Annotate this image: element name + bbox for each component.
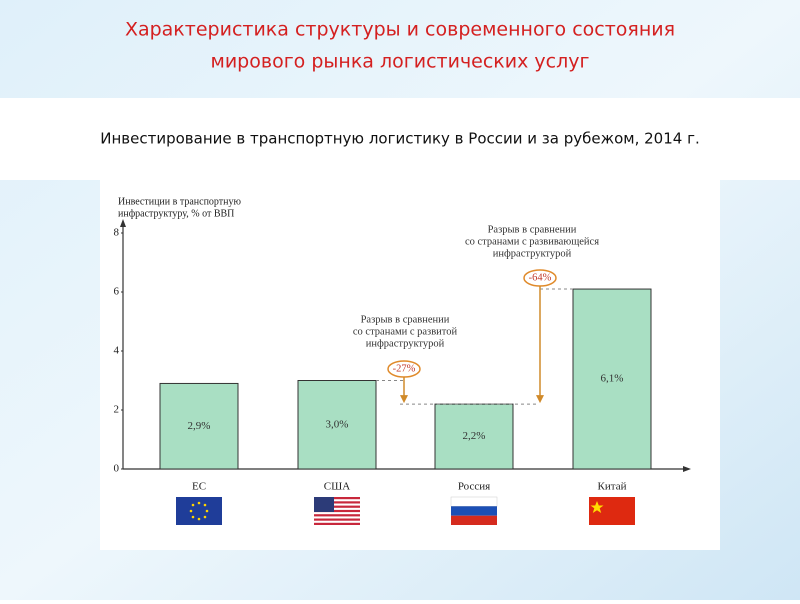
slide-title: Характеристика структуры и современного … — [125, 19, 675, 41]
flag-eu — [176, 497, 222, 525]
flag-usa — [314, 497, 360, 525]
chart-title: Инвестирование в транспортную логистику … — [100, 130, 699, 148]
x-tick-label: Россия — [458, 481, 490, 493]
gap-label: -64% — [529, 272, 552, 283]
value-label: 2,9% — [188, 420, 211, 432]
y-axis-label: Инвестиции в транспортную — [118, 196, 242, 207]
value-label: 2,2% — [463, 430, 486, 442]
x-tick-label: ЕС — [192, 481, 206, 493]
value-label: 3,0% — [326, 418, 349, 430]
annotation-text: инфраструктурой — [366, 338, 445, 349]
annotation-text: со странами с развитой — [353, 326, 458, 337]
flag-russia — [450, 496, 498, 525]
y-axis-arrow — [120, 219, 126, 227]
y-tick-label: 8 — [114, 227, 120, 239]
bar — [572, 288, 652, 470]
y-tick-label: 4 — [114, 345, 120, 357]
y-axis-label: инфраструктуру, % от ВВП — [118, 208, 234, 219]
value-label: 6,1% — [601, 373, 624, 385]
slide-title: мирового рынка логистических услуг — [211, 51, 590, 73]
gap-arrow-head — [400, 395, 408, 404]
annotation-text: со странами с развивающейся — [465, 236, 599, 247]
y-tick-label: 0 — [114, 463, 120, 475]
bar — [434, 403, 514, 470]
annotation-text: Разрыв в сравнении — [361, 314, 450, 325]
bar — [159, 382, 239, 470]
annotation-text: инфраструктурой — [493, 248, 572, 259]
bar — [297, 380, 377, 470]
annotation-text: Разрыв в сравнении — [488, 224, 577, 235]
y-tick-label: 2 — [114, 404, 120, 416]
gap-label: -27% — [393, 363, 416, 374]
y-tick-label: 6 — [114, 286, 120, 298]
subtitle-band — [0, 98, 800, 180]
x-tick-label: США — [324, 481, 350, 493]
flag-china — [589, 497, 635, 525]
gap-arrow-head — [536, 395, 544, 404]
x-tick-label: Китай — [598, 481, 627, 493]
x-axis-arrow — [683, 466, 691, 472]
